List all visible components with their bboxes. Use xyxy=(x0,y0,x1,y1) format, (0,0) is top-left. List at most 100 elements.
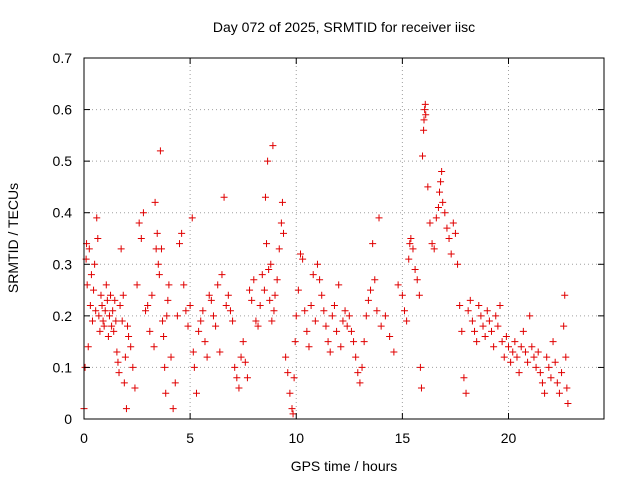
data-point xyxy=(419,152,427,160)
data-point xyxy=(403,317,411,325)
data-point xyxy=(347,327,355,335)
data-point xyxy=(422,111,430,119)
data-point xyxy=(163,312,171,320)
data-point xyxy=(96,327,104,335)
data-point xyxy=(120,379,128,387)
data-point xyxy=(390,348,398,356)
data-point xyxy=(509,348,517,356)
data-point xyxy=(468,317,476,325)
data-point xyxy=(381,312,389,320)
data-point xyxy=(258,271,266,279)
y-axis-label: SRMTID / TECUs xyxy=(5,183,21,293)
data-point xyxy=(218,271,226,279)
data-point xyxy=(354,369,362,377)
data-point xyxy=(115,369,123,377)
data-point xyxy=(555,389,563,397)
data-point xyxy=(375,214,383,222)
data-point xyxy=(458,327,466,335)
data-point xyxy=(292,312,300,320)
data-point xyxy=(93,214,101,222)
data-point xyxy=(220,193,228,201)
data-point xyxy=(195,327,203,335)
data-point xyxy=(190,363,198,371)
data-point xyxy=(528,343,536,351)
data-point xyxy=(421,106,429,114)
data-point xyxy=(207,296,215,304)
data-point xyxy=(95,312,103,320)
data-point xyxy=(290,374,298,382)
data-point xyxy=(167,353,175,361)
data-point xyxy=(94,235,102,242)
data-point xyxy=(369,240,377,248)
data-point xyxy=(209,312,217,320)
data-point xyxy=(91,260,99,268)
data-point xyxy=(277,219,285,227)
data-point xyxy=(413,276,421,284)
data-point xyxy=(496,302,504,310)
data-point xyxy=(360,338,368,346)
data-point xyxy=(451,229,459,237)
data-point xyxy=(178,229,186,237)
data-point xyxy=(121,353,129,361)
grid xyxy=(84,58,604,419)
data-point xyxy=(271,291,279,299)
data-point xyxy=(485,317,493,325)
plot-frame xyxy=(83,57,605,420)
data-point xyxy=(110,327,118,335)
y-tick-label: 0.7 xyxy=(53,50,73,66)
data-point xyxy=(519,327,527,335)
data-point xyxy=(536,369,544,377)
data-point xyxy=(192,389,200,397)
data-point xyxy=(291,338,299,346)
data-point xyxy=(532,363,540,371)
chart-title: Day 072 of 2025, SRMTID for receiver iis… xyxy=(213,19,475,35)
data-point xyxy=(416,363,424,371)
data-point xyxy=(547,374,555,382)
data-point xyxy=(407,235,415,242)
data-point xyxy=(515,369,523,377)
data-point xyxy=(377,322,385,330)
data-point xyxy=(438,167,446,175)
data-point xyxy=(97,291,105,299)
data-point xyxy=(294,286,302,294)
data-point xyxy=(449,219,457,227)
data-point xyxy=(256,302,264,310)
data-point xyxy=(105,312,113,320)
data-point xyxy=(108,322,116,330)
data-point xyxy=(86,302,94,310)
data-point xyxy=(226,307,234,315)
data-point xyxy=(421,100,429,108)
y-tick-label: 0.3 xyxy=(53,256,73,272)
data-point xyxy=(324,338,332,346)
data-point xyxy=(551,358,559,366)
data-point xyxy=(318,291,326,299)
data-point xyxy=(305,343,313,351)
data-point xyxy=(265,265,273,273)
data-points xyxy=(80,100,572,418)
data-point xyxy=(278,198,286,206)
data-point xyxy=(164,296,172,304)
data-point xyxy=(104,332,112,340)
data-point xyxy=(268,317,276,325)
data-point xyxy=(188,214,196,222)
data-point xyxy=(114,358,122,366)
data-point xyxy=(521,348,529,356)
data-point xyxy=(125,332,133,340)
data-point xyxy=(494,322,502,330)
data-point xyxy=(337,343,345,351)
data-point xyxy=(275,245,283,253)
data-point xyxy=(538,379,546,387)
data-point xyxy=(153,229,161,237)
data-point xyxy=(330,302,338,310)
data-point xyxy=(85,245,93,253)
data-point xyxy=(364,296,372,304)
data-point xyxy=(563,384,571,392)
data-point xyxy=(84,343,92,351)
data-point xyxy=(562,353,570,361)
data-point xyxy=(161,363,169,371)
data-point xyxy=(398,291,406,299)
data-point xyxy=(466,296,474,304)
data-point xyxy=(182,307,190,315)
data-point xyxy=(129,363,137,371)
